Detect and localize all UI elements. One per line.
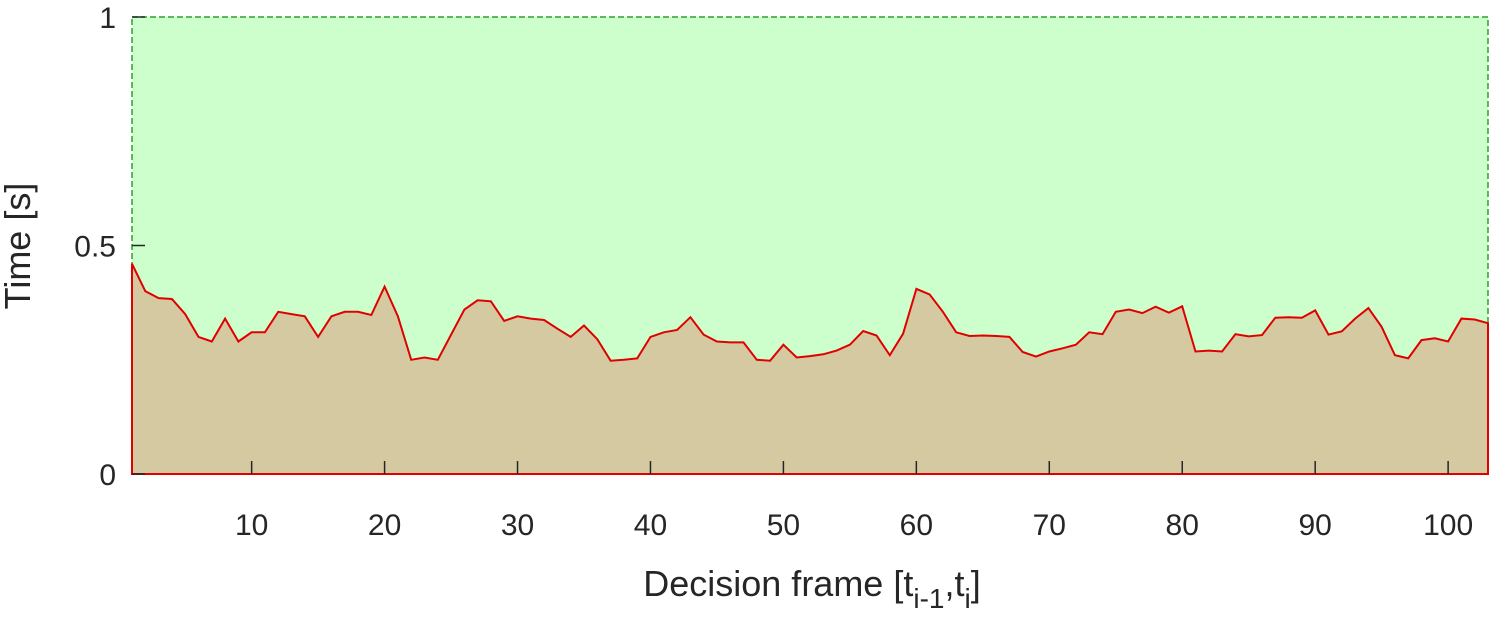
computation-time-line — [131, 263, 1489, 475]
x-tick-label: 60 — [900, 509, 933, 542]
x-tick-label: 30 — [501, 509, 534, 542]
y-tick-label: 1 — [99, 2, 116, 35]
x-axis-ticks: 10 20 30 40 50 60 70 80 90 100 — [235, 461, 1473, 542]
x-tick-label: 70 — [1033, 509, 1066, 542]
y-tick-label: 0 — [99, 459, 116, 492]
x-tick-label: 50 — [767, 509, 800, 542]
x-tick-label: 20 — [368, 509, 401, 542]
x-tick-label: 100 — [1423, 509, 1473, 542]
x-tick-label: 40 — [634, 509, 667, 542]
x-tick-label: 10 — [235, 509, 268, 542]
x-tick-label: 90 — [1298, 509, 1331, 542]
x-tick-label: 80 — [1166, 509, 1199, 542]
y-axis-ticks: 00.51 — [74, 2, 145, 492]
computation-time-area — [132, 263, 1488, 474]
y-axis-label: Time [s] — [0, 183, 38, 310]
y-tick-label: 0.5 — [74, 231, 116, 264]
x-axis-label: Decision frame [ti-1,ti] — [643, 563, 980, 614]
